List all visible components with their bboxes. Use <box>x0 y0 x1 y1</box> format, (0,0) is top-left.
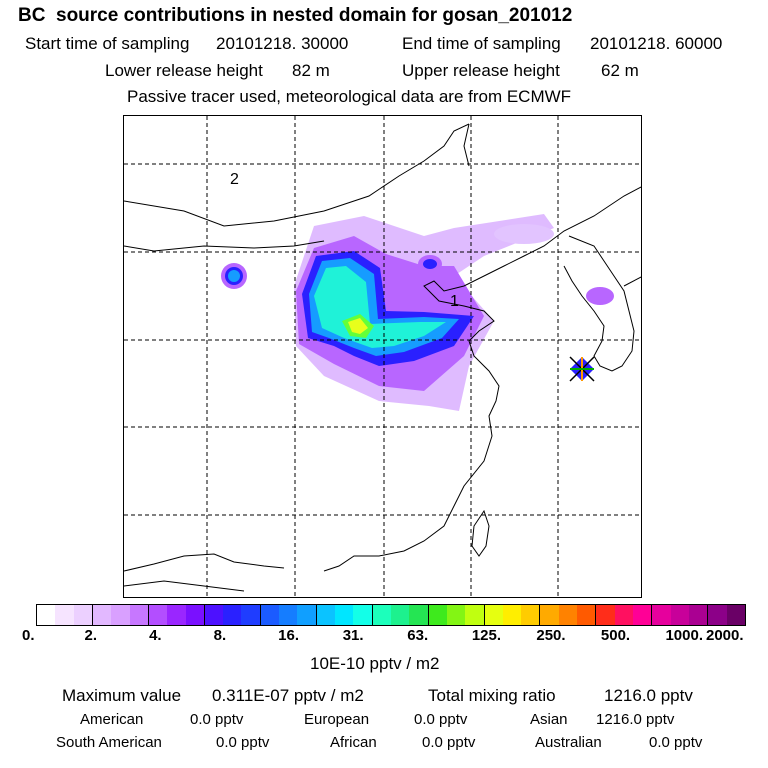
start-time-value: 20101218. 30000 <box>216 34 349 53</box>
color-scale-segment <box>484 605 503 625</box>
region-name: Australian <box>535 734 602 751</box>
color-scale-segment <box>558 605 578 625</box>
color-scale-segment <box>428 605 447 625</box>
color-scale-tick-label: 4. <box>149 627 162 644</box>
color-scale-segment <box>92 605 112 625</box>
lower-height-value: 82 m <box>292 61 330 80</box>
color-scale-segment <box>670 605 689 625</box>
color-scale-segment <box>129 605 149 625</box>
color-scale-segment <box>688 605 709 625</box>
color-scale-segment <box>540 605 559 625</box>
plume-layer <box>221 214 614 411</box>
region-name: South American <box>56 734 162 751</box>
region-value: 0.0 pptv <box>414 711 468 728</box>
color-scale-tick-label: 2. <box>84 627 98 644</box>
region-name: Asian <box>530 711 568 728</box>
color-scale-segment <box>37 605 56 625</box>
color-scale-tick-label: 125. <box>471 627 502 644</box>
region-name: African <box>330 734 377 751</box>
color-scale-tick-label: 16. <box>278 627 300 644</box>
max-value-label: Maximum value <box>62 686 182 705</box>
lower-height-label: Lower release height <box>105 61 263 80</box>
region-value: 1216.0 pptv <box>596 711 675 728</box>
color-scale-segment <box>521 605 541 625</box>
color-scale-segment <box>353 605 373 625</box>
grid-lines <box>124 116 641 597</box>
end-time-label: End time of sampling <box>402 34 561 53</box>
region-value: 0.0 pptv <box>216 734 270 751</box>
map-panel: 2 1 <box>123 115 642 598</box>
color-scale-segment <box>167 605 186 625</box>
color-scale-segment <box>223 605 242 625</box>
color-scale-segment <box>446 605 466 625</box>
region-value: 0.0 pptv <box>190 711 244 728</box>
color-scale-segment <box>596 605 615 625</box>
receptor-marker <box>569 356 595 382</box>
color-scale-segment <box>260 605 280 625</box>
upper-height-value: 62 m <box>601 61 639 80</box>
color-scale-segment <box>726 605 745 625</box>
color-scale-segment <box>409 605 429 625</box>
color-scale-segment <box>502 605 522 625</box>
color-scale-segment <box>241 605 261 625</box>
color-scale-segment <box>279 605 298 625</box>
color-scale-segment <box>111 605 130 625</box>
color-scale-segment <box>335 605 354 625</box>
color-scale-segment <box>372 605 391 625</box>
upper-height-label: Upper release height <box>402 61 560 80</box>
color-scale-tick-label: 31. <box>342 627 364 644</box>
color-scale-segment <box>633 605 653 625</box>
region-name: American <box>80 711 144 728</box>
tracer-note: Passive tracer used, meteorological data… <box>127 87 572 106</box>
color-scale-segment <box>297 605 317 625</box>
region-value: 0.0 pptv <box>649 734 703 751</box>
start-time-label: Start time of sampling <box>25 34 190 53</box>
color-scale-segment <box>204 605 224 625</box>
color-scale-segment <box>185 605 205 625</box>
max-value: 0.311E-07 pptv / m2 <box>212 686 364 705</box>
plot-title: BC source contributions in nested domain… <box>18 5 573 26</box>
color-scale-unit: 10E-10 pptv / m2 <box>310 654 440 673</box>
color-scale-tick-label: 1000. <box>665 627 703 644</box>
color-scale-tick-label: 500. <box>600 627 631 644</box>
region-value: 0.0 pptv <box>422 734 476 751</box>
total-mixing-label: Total mixing ratio <box>428 686 556 705</box>
color-scale-segment <box>73 605 93 625</box>
color-scale-bar <box>36 604 746 626</box>
total-mixing-value: 1216.0 pptv <box>604 686 693 705</box>
color-scale-segment <box>55 605 74 625</box>
region-label-1: 1 <box>450 293 459 310</box>
color-scale-tick-label: 250. <box>536 627 566 644</box>
plume-korea-patch <box>586 287 614 305</box>
color-scale-segment <box>652 605 671 625</box>
color-scale-segment <box>390 605 410 625</box>
color-scale-tick-label: 63. <box>407 627 429 644</box>
color-scale-segment <box>708 605 727 625</box>
color-scale-tick-label: 8. <box>213 627 227 644</box>
color-scale-segment <box>316 605 335 625</box>
color-scale-segment <box>148 605 168 625</box>
color-scale-tick-label: 0. <box>22 627 35 644</box>
color-scale-tick-label: 2000. <box>706 627 744 644</box>
end-time-value: 20101218. 60000 <box>590 34 723 53</box>
coastlines <box>124 123 641 592</box>
plume-yellow <box>348 318 368 334</box>
region-label-2: 2 <box>230 171 239 188</box>
region-name: European <box>304 711 370 728</box>
color-scale-segment <box>465 605 485 625</box>
color-scale-segment <box>614 605 633 625</box>
color-scale-segment <box>577 605 597 625</box>
